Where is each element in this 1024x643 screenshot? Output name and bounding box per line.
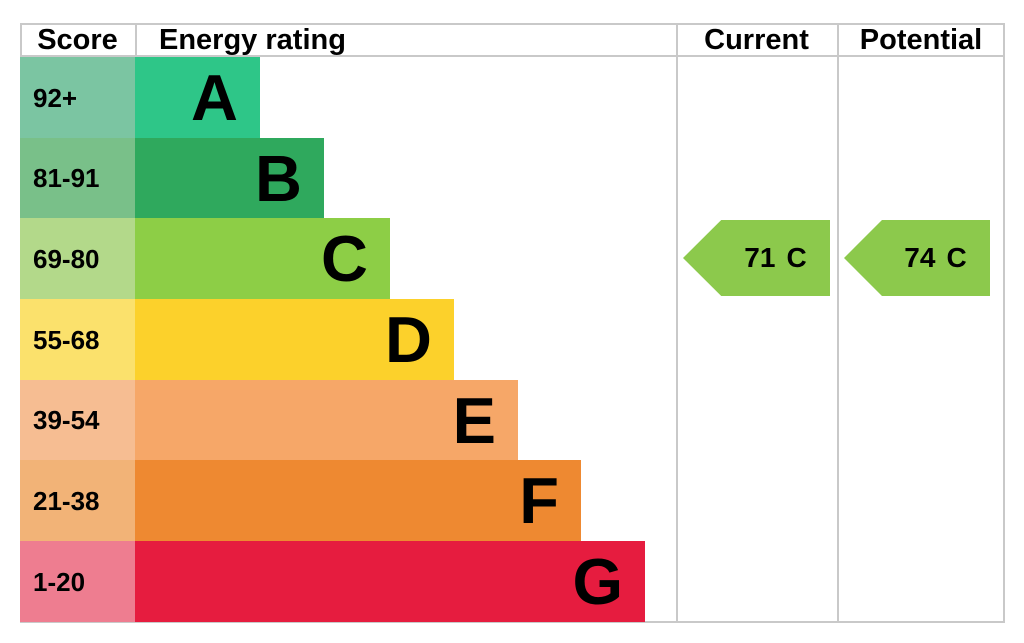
score-range-label-c: 69-80	[33, 243, 100, 274]
score-range-label-b: 81-91	[33, 163, 100, 193]
score-range-label-d: 55-68	[33, 324, 100, 355]
band-row-g: 1-20 G	[20, 541, 1005, 622]
current-rating-score: 71	[744, 242, 776, 273]
band-row-a: 92+ A	[20, 57, 1005, 138]
score-range-label-e: 39-54	[33, 405, 100, 435]
band-bar-b: B	[135, 138, 324, 218]
band-letter-f: F	[519, 464, 559, 537]
score-column-divider	[135, 23, 137, 57]
band-bar-a: A	[135, 57, 260, 138]
score-header-label: Score	[37, 23, 118, 56]
score-range-cell-c: 69-80	[20, 218, 135, 299]
band-bar-e: E	[135, 380, 518, 460]
band-letter-d: D	[385, 303, 432, 376]
band-row-b: 81-91 B	[20, 138, 1005, 218]
band-bar-f: F	[135, 460, 581, 541]
current-column-header: Current	[676, 23, 837, 57]
band-letter-b: B	[255, 141, 302, 215]
score-range-cell-b: 81-91	[20, 138, 135, 218]
energy-rating-header-label: Energy rating	[159, 23, 346, 56]
band-row-d: 55-68 D	[20, 299, 1005, 380]
current-potential-divider	[837, 23, 839, 623]
band-letter-a: A	[191, 61, 238, 134]
score-range-cell-e: 39-54	[20, 380, 135, 460]
band-bar-c: C	[135, 218, 390, 299]
current-header-label: Current	[704, 23, 809, 56]
score-range-cell-a: 92+	[20, 57, 135, 138]
potential-column-header: Potential	[837, 23, 1005, 57]
band-row-f: 21-38 F	[20, 460, 1005, 541]
score-range-cell-g: 1-20	[20, 541, 135, 622]
band-row-e: 39-54 E	[20, 380, 1005, 460]
header-bottom-border	[20, 55, 1005, 57]
table-bottom-border	[20, 621, 1005, 623]
score-range-cell-f: 21-38	[20, 460, 135, 541]
band-row-c: 69-80 C	[20, 218, 1005, 299]
score-range-cell-d: 55-68	[20, 299, 135, 380]
band-letter-e: E	[452, 383, 496, 457]
band-bar-d: D	[135, 299, 454, 380]
score-range-label-f: 21-38	[33, 485, 100, 516]
potential-rating-band: C	[946, 242, 967, 273]
score-range-label-g: 1-20	[33, 566, 86, 597]
current-rating-band: C	[786, 242, 807, 273]
table-right-border	[1003, 23, 1005, 623]
energy-rating-column-header: Energy rating	[135, 23, 676, 57]
band-letter-c: C	[321, 222, 368, 295]
table-top-border	[20, 23, 1005, 25]
band-bar-g: G	[135, 541, 645, 622]
potential-rating-score: 74	[904, 242, 936, 273]
current-column-left-border	[676, 23, 678, 623]
score-column-header: Score	[20, 23, 135, 57]
header-left-border	[20, 23, 22, 57]
score-range-label-a: 92+	[33, 82, 78, 113]
band-letter-g: G	[572, 545, 623, 618]
potential-header-label: Potential	[859, 23, 983, 56]
